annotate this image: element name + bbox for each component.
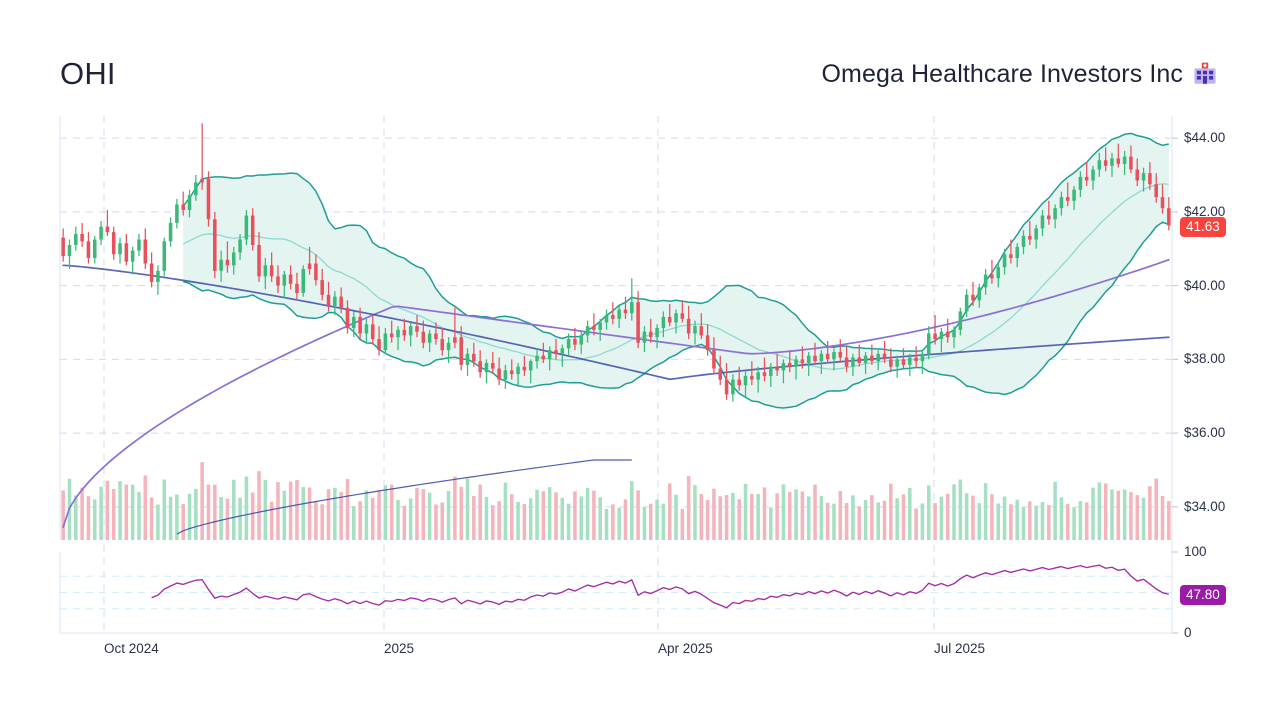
bollinger-bands bbox=[182, 132, 1170, 409]
company-name: Omega Healthcare Investors Inc bbox=[821, 60, 1183, 88]
volume-bars bbox=[61, 462, 1171, 540]
price-axis-tick: $44.00 bbox=[1184, 130, 1226, 146]
price-axis-tick: $40.00 bbox=[1184, 277, 1226, 293]
rsi-line bbox=[151, 564, 1170, 609]
rsi-value-tag: 47.80 bbox=[1180, 585, 1226, 606]
company-title-group: Omega Healthcare Investors Inc bbox=[822, 52, 1219, 96]
chart-header: OHI Omega Healthcare Investors Inc bbox=[0, 52, 1280, 100]
moving-averages bbox=[62, 258, 1170, 535]
last-price-tag: 41.63 bbox=[1180, 216, 1226, 237]
date-axis-tick: Oct 2024 bbox=[104, 641, 159, 656]
hospital-icon bbox=[1194, 62, 1216, 84]
candlesticks bbox=[61, 123, 1171, 402]
rsi-axis-tick: 100 bbox=[1184, 544, 1207, 559]
date-axis-tick: Apr 2025 bbox=[658, 641, 713, 656]
price-axis-tick: $38.00 bbox=[1184, 351, 1226, 367]
price-axis-tick: $34.00 bbox=[1184, 498, 1226, 514]
date-axis-tick: Jul 2025 bbox=[934, 641, 986, 656]
ticker-symbol: OHI bbox=[60, 56, 116, 91]
price-axis-tick: $36.00 bbox=[1184, 425, 1226, 441]
price-axis-tick: $42.00 bbox=[1184, 203, 1226, 219]
date-axis-tick: 2025 bbox=[384, 641, 415, 656]
rsi-axis-tick: 0 bbox=[1184, 625, 1192, 640]
axis-lines bbox=[59, 116, 1178, 634]
